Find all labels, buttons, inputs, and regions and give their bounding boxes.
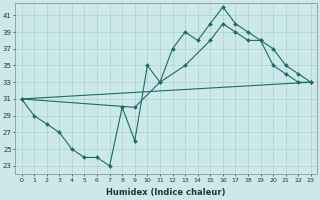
X-axis label: Humidex (Indice chaleur): Humidex (Indice chaleur) <box>107 188 226 197</box>
